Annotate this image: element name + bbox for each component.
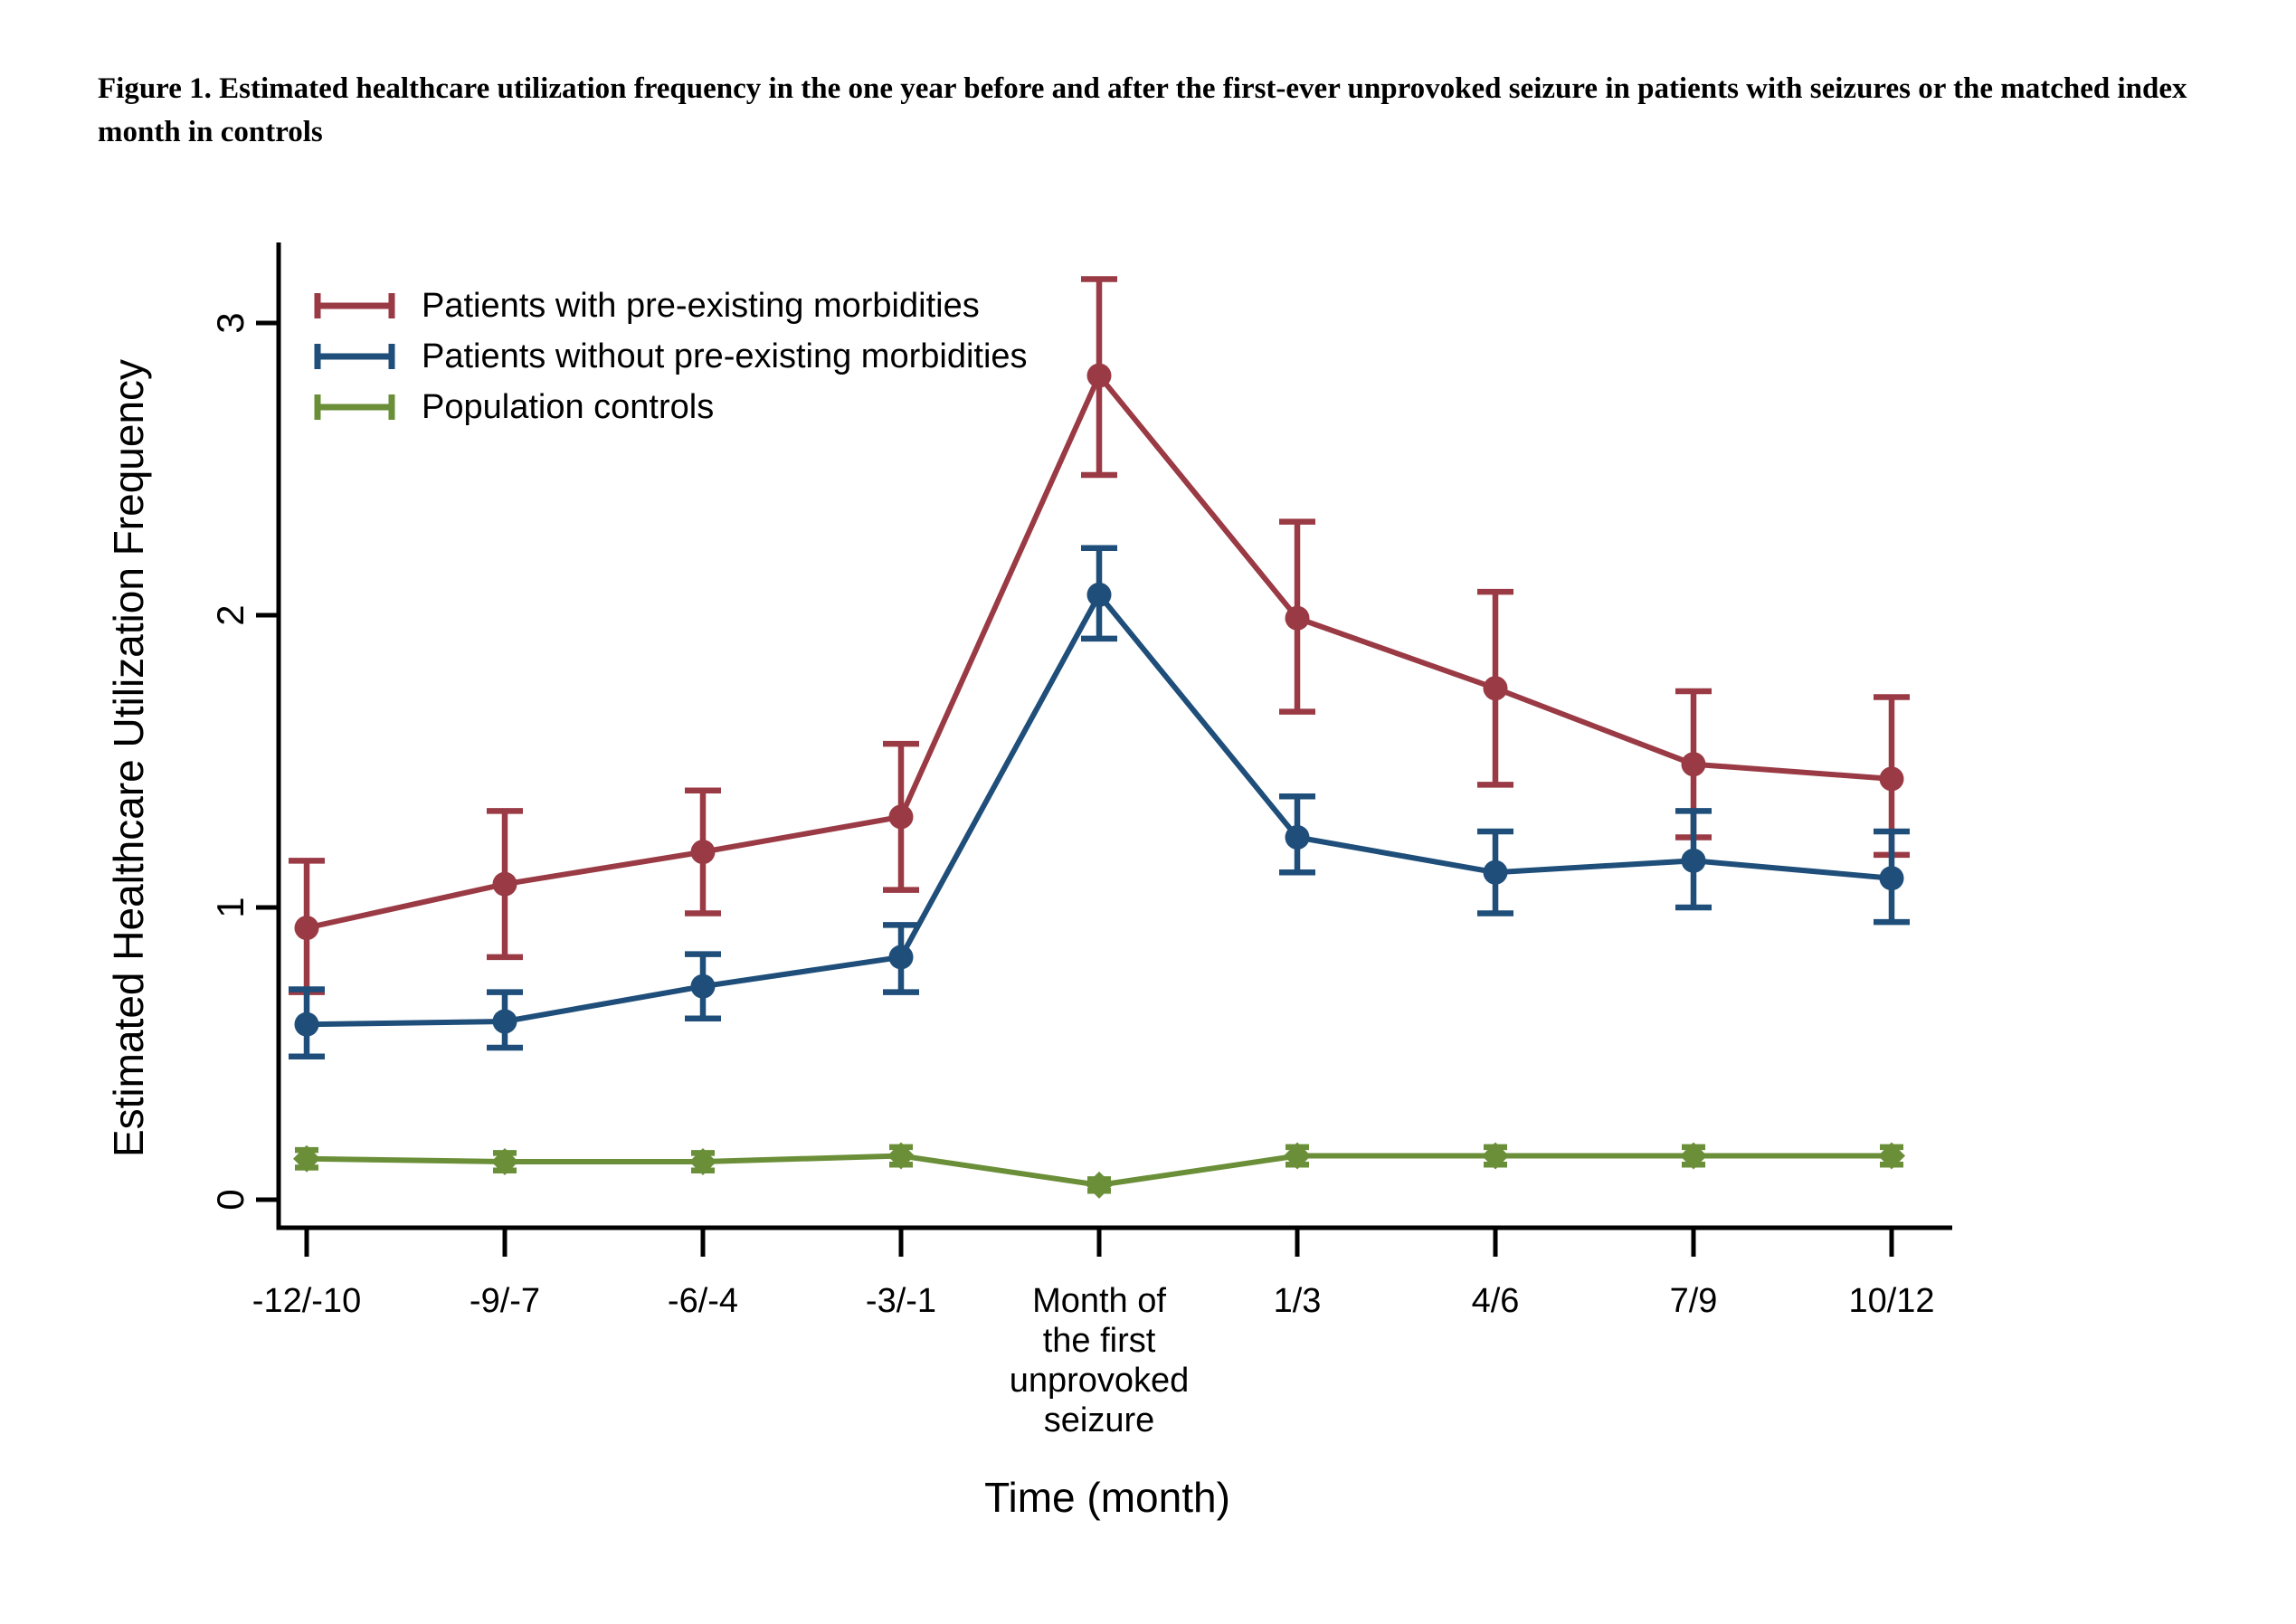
data-point-marker xyxy=(1879,866,1904,891)
y-tick-label: 1 xyxy=(209,897,251,917)
data-point-marker xyxy=(887,1142,915,1170)
data-point-marker xyxy=(1086,1171,1113,1199)
x-tick-label: 10/12 xyxy=(1848,1282,1934,1320)
data-point-marker xyxy=(1483,859,1508,885)
data-point-marker xyxy=(689,1148,716,1176)
data-point-marker xyxy=(1681,848,1706,873)
data-point-marker xyxy=(1878,1142,1905,1170)
series-line-1 xyxy=(306,590,1893,1028)
x-tick-label: the first xyxy=(1043,1322,1156,1360)
figure-title: Figure 1. Estimated healthcare utilizati… xyxy=(98,72,2187,148)
data-point-marker xyxy=(293,1144,320,1173)
legend-label: Population controls xyxy=(422,387,715,426)
x-tick-label: 4/6 xyxy=(1472,1282,1520,1320)
x-tick-label: -9/-7 xyxy=(470,1282,540,1320)
errorbar-key-icon xyxy=(314,394,395,420)
data-point-marker xyxy=(1284,1142,1311,1170)
data-point-marker xyxy=(1285,605,1310,631)
x-tick-label: -3/-1 xyxy=(866,1282,936,1320)
data-point-marker xyxy=(690,973,716,999)
data-point-marker xyxy=(491,1148,518,1176)
data-point-marker xyxy=(294,1011,319,1037)
y-tick-label: 2 xyxy=(209,604,251,625)
errorbar-key-icon xyxy=(314,293,395,318)
x-tick-label: -12/-10 xyxy=(252,1282,361,1320)
legend-label: Patients without pre-existing morbiditie… xyxy=(422,337,1028,375)
x-tick-label: -6/-4 xyxy=(668,1282,738,1320)
x-tick-label: unprovoked xyxy=(1010,1362,1190,1400)
data-point-marker xyxy=(1680,1142,1707,1170)
legend: Patients with pre-existing morbidities P… xyxy=(311,280,1028,432)
x-tick-label: 7/9 xyxy=(1670,1282,1718,1320)
x-tick-label: seizure xyxy=(1044,1401,1155,1439)
x-tick-label: Month of xyxy=(1032,1282,1166,1320)
data-point-marker xyxy=(1086,363,1112,388)
data-point-marker xyxy=(492,1009,517,1034)
legend-label: Patients with pre-existing morbidities xyxy=(422,286,980,325)
data-point-marker xyxy=(1482,1142,1509,1170)
data-point-marker xyxy=(1086,582,1112,607)
data-point-marker xyxy=(492,871,517,897)
y-tick-label: 3 xyxy=(209,312,251,333)
data-point-marker xyxy=(888,804,914,830)
data-point-marker xyxy=(690,840,716,865)
data-point-marker xyxy=(1681,752,1706,777)
data-point-marker xyxy=(888,945,914,970)
y-tick-label: 0 xyxy=(209,1189,251,1210)
legend-item-population-controls: Population controls xyxy=(311,382,1028,432)
legend-item-with-morbidities: Patients with pre-existing morbidities xyxy=(311,280,1028,331)
errorbar-key-icon xyxy=(314,344,395,369)
data-point-marker xyxy=(1285,824,1310,850)
data-point-marker xyxy=(294,916,319,941)
y-axis-title: Estimated Healthcare Utilization Frequen… xyxy=(105,358,152,1158)
legend-item-without-morbidities: Patients without pre-existing morbiditie… xyxy=(311,331,1028,382)
data-point-marker xyxy=(1879,766,1904,792)
data-point-marker xyxy=(1483,676,1508,701)
x-axis-title: Time (month) xyxy=(984,1474,1230,1521)
x-tick-label: 1/3 xyxy=(1274,1282,1322,1320)
